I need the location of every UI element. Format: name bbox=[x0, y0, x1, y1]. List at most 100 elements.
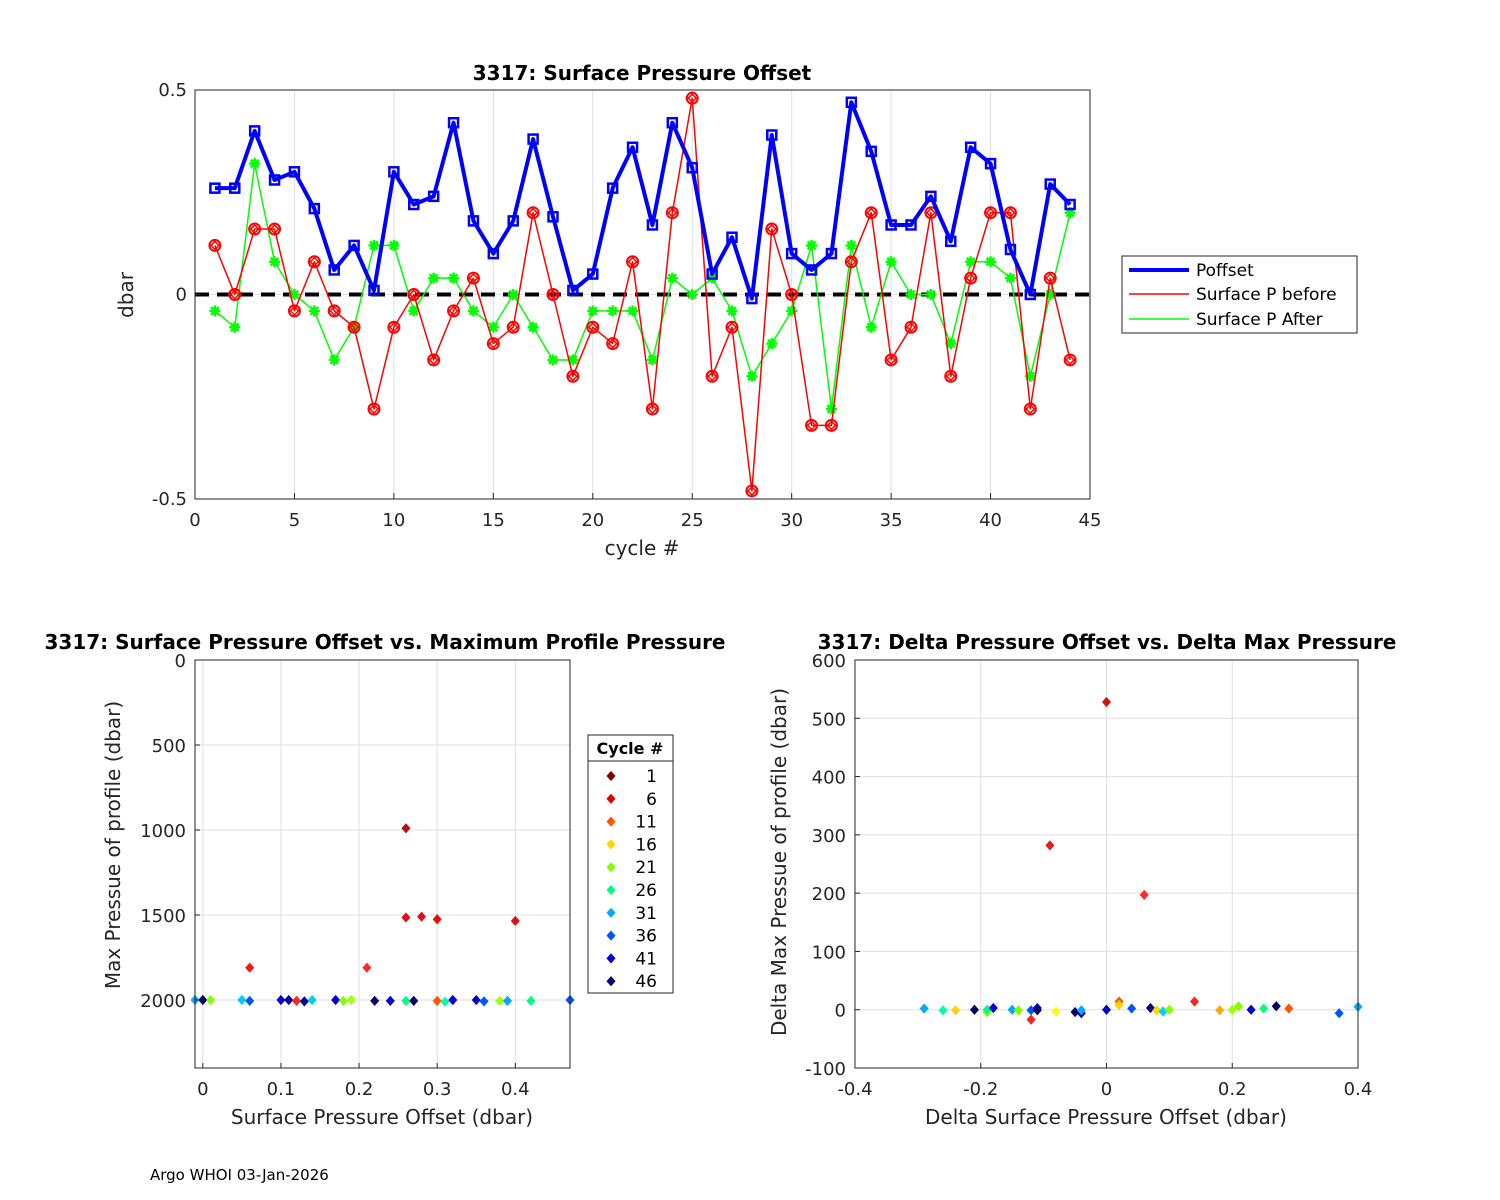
br-scatter-point bbox=[1127, 1003, 1137, 1014]
poffset-point bbox=[964, 141, 977, 154]
poffset-point bbox=[1064, 198, 1076, 211]
bl-scatter-point bbox=[370, 995, 380, 1006]
br-y-tick-label: 0 bbox=[835, 1001, 846, 1022]
br-scatter-point bbox=[1026, 1014, 1036, 1025]
poffset-point bbox=[706, 268, 718, 280]
before-point bbox=[208, 238, 222, 252]
bl-scatter-point bbox=[292, 995, 302, 1006]
top-x-tick-label: 30 bbox=[780, 510, 803, 531]
poffset-point bbox=[785, 247, 798, 260]
br-scatter-point bbox=[1215, 1005, 1225, 1016]
cycle-legend-box bbox=[587, 734, 674, 994]
before-point-diamond bbox=[806, 420, 817, 431]
br-y-axis-label: Delta Max Pressue of profile (dbar) bbox=[767, 688, 791, 1036]
br-x-axis-label: Delta Surface Pressure Offset (dbar) bbox=[925, 1105, 1287, 1129]
bl-points bbox=[190, 823, 575, 1007]
poffset-point bbox=[945, 235, 957, 248]
before-point-diamond bbox=[746, 485, 757, 496]
poffset-point bbox=[587, 268, 599, 280]
br-y-tick-label: 300 bbox=[812, 826, 846, 847]
poffset-point bbox=[467, 215, 480, 227]
br-scatter-point bbox=[1234, 1001, 1244, 1012]
br-scatter-point bbox=[1051, 1006, 1061, 1017]
br-scatter-point bbox=[1045, 840, 1055, 851]
top-chart: 0 5 10 15 20 25 30 35 40 45 -0.500.5 3317: Surfac… bbox=[114, 61, 1358, 560]
poffset-point bbox=[1044, 178, 1056, 190]
before-point bbox=[884, 353, 898, 367]
legend-label-after: Surface P After bbox=[1196, 310, 1323, 330]
top-x-tick-label: 35 bbox=[880, 510, 903, 531]
bl-scatter-point bbox=[338, 995, 348, 1006]
br-points bbox=[919, 696, 1363, 1025]
before-point bbox=[347, 320, 361, 334]
poffset-point bbox=[805, 264, 818, 276]
bl-scatter-point bbox=[299, 996, 309, 1007]
top-chart-title: 3317: Surface Pressure Offset bbox=[473, 61, 812, 85]
poffset-point bbox=[905, 219, 917, 231]
after-point bbox=[865, 321, 877, 333]
top-x-tick-label: 40 bbox=[979, 510, 1002, 531]
cycle-legend-label: 31 bbox=[635, 904, 657, 924]
bl-scatter-point bbox=[479, 996, 489, 1007]
br-scatter-point bbox=[1164, 1004, 1174, 1015]
cycle-legend-marker bbox=[606, 907, 616, 918]
bl-y-axis-label: Max Pressue of profile (dbar) bbox=[101, 701, 125, 989]
poffset-point bbox=[1004, 243, 1017, 256]
before-point bbox=[566, 369, 580, 383]
before-point-diamond bbox=[786, 289, 797, 300]
after-point bbox=[229, 321, 241, 333]
before-point-diamond bbox=[925, 207, 936, 218]
bl-scatter-point bbox=[307, 994, 317, 1006]
before-point bbox=[685, 91, 699, 105]
after-point bbox=[607, 305, 619, 317]
bl-x-tick-label: 0 bbox=[197, 1079, 208, 1100]
top-y-tick-label: 0 bbox=[176, 285, 187, 306]
poffset-point bbox=[686, 161, 698, 174]
bl-scatter-point bbox=[276, 994, 286, 1006]
bl-scatter-point bbox=[362, 962, 372, 973]
cycle-legend-marker bbox=[606, 862, 616, 873]
br-scatter-point bbox=[1145, 1002, 1156, 1014]
poffset-point bbox=[308, 202, 321, 215]
before-point bbox=[964, 271, 978, 285]
after-point bbox=[766, 338, 778, 350]
cycle-legend-label: 36 bbox=[635, 927, 657, 947]
before-point bbox=[645, 402, 659, 416]
before-point-diamond bbox=[329, 305, 340, 316]
br-scatter-point bbox=[1101, 1004, 1112, 1015]
before-point-diamond bbox=[866, 207, 877, 218]
bl-y-tick-label: 2000 bbox=[140, 991, 186, 1012]
br-x-tick-label: 0.4 bbox=[1344, 1079, 1373, 1100]
after-point bbox=[507, 289, 519, 300]
poffset-point bbox=[746, 292, 758, 305]
before-point bbox=[367, 402, 381, 416]
after-point bbox=[746, 370, 758, 382]
series-line-before bbox=[214, 97, 1071, 492]
top-y-axis-label: dbar bbox=[114, 271, 138, 318]
before-point bbox=[606, 337, 620, 351]
before-point-diamond bbox=[249, 223, 260, 235]
br-x-ticks: -0.4 -0.2 0 0.2 0.4 bbox=[837, 1063, 1372, 1100]
bl-x-ticks: 0 0.1 0.2 0.3 0.4 bbox=[197, 1063, 530, 1100]
before-point-diamond bbox=[985, 207, 996, 218]
after-point bbox=[209, 305, 221, 317]
br-y-tick-label: -100 bbox=[805, 1059, 846, 1080]
bl-scatter-point bbox=[401, 823, 411, 834]
br-scatter-point bbox=[951, 1005, 961, 1016]
top-y-tick-label: -0.5 bbox=[152, 489, 187, 510]
after-point bbox=[885, 256, 897, 268]
after-point bbox=[925, 289, 937, 300]
before-point-diamond bbox=[448, 305, 459, 316]
br-y-tick-label: 400 bbox=[812, 768, 846, 789]
before-point bbox=[665, 206, 679, 220]
br-scatter-point bbox=[1246, 1004, 1256, 1015]
bl-scatter-point bbox=[401, 912, 411, 923]
poffset-point bbox=[288, 166, 301, 178]
after-point bbox=[368, 239, 380, 251]
before-point-diamond bbox=[826, 420, 837, 431]
bl-scatter-point bbox=[206, 994, 216, 1006]
after-point bbox=[1024, 370, 1036, 382]
top-x-tick-label: 10 bbox=[382, 510, 405, 531]
